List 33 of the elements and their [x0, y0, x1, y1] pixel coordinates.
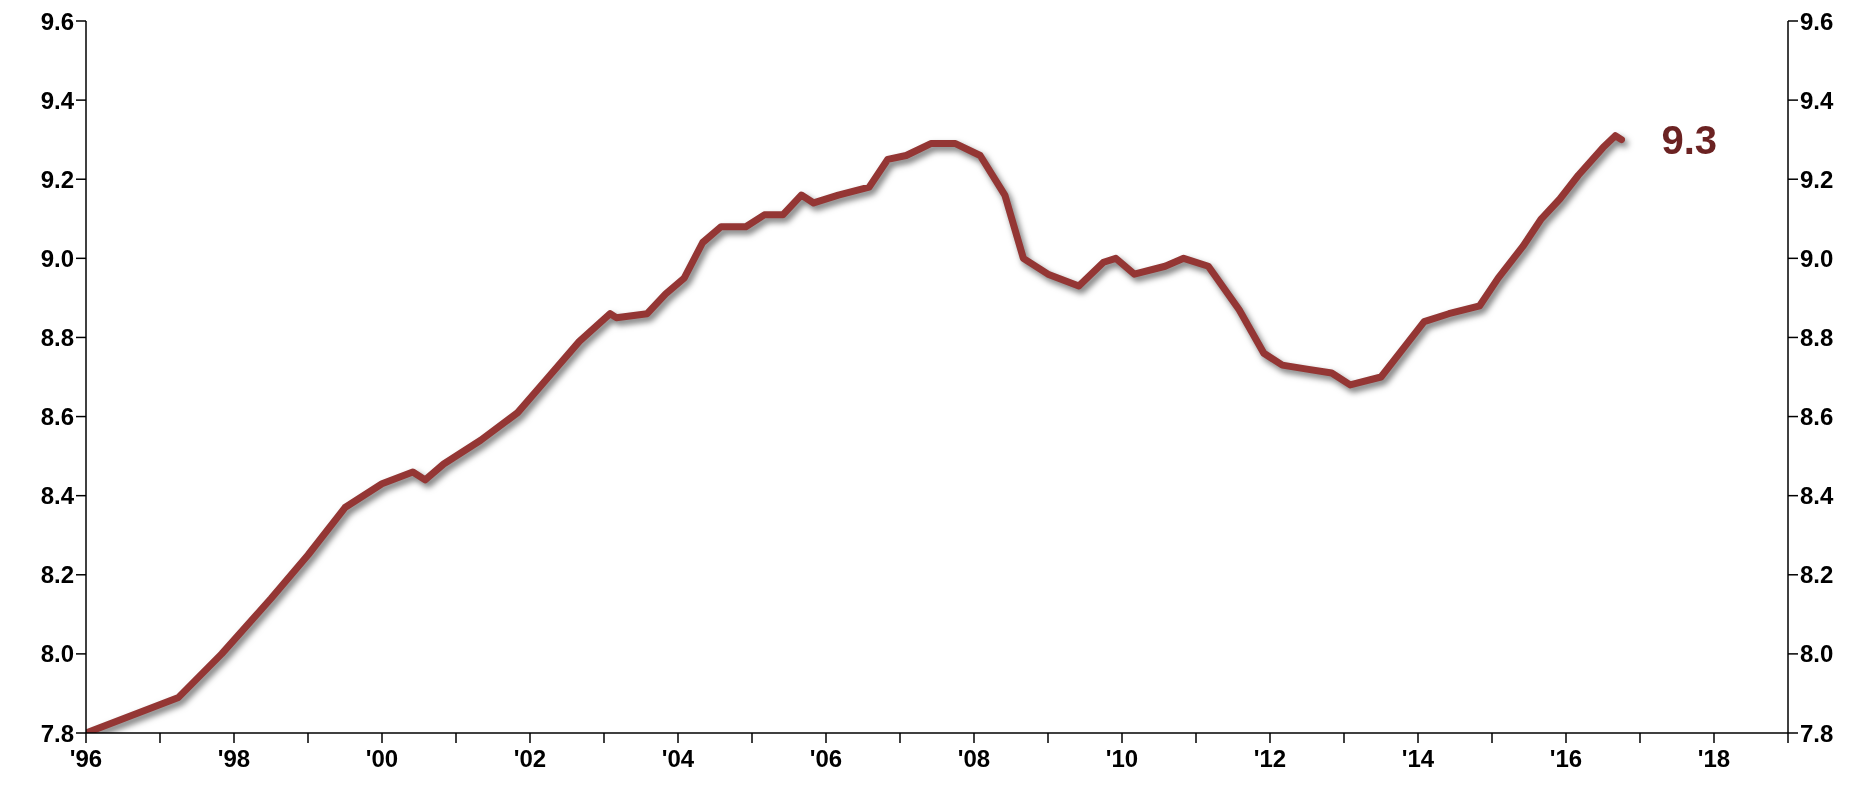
y2-tick-label: 7.8 — [1800, 719, 1834, 747]
y-tick-label: 8.2 — [40, 561, 74, 589]
x-tick-label: '18 — [1697, 745, 1731, 772]
y-tick-label: 9.0 — [40, 244, 74, 272]
y2-tick-label: 8.6 — [1800, 403, 1834, 431]
y2-tick-label: 8.8 — [1800, 323, 1834, 351]
y2-tick-label: 9.0 — [1800, 244, 1834, 272]
y2-tick-label: 8.4 — [1800, 482, 1835, 510]
x-tick-label: '10 — [1105, 745, 1139, 772]
x-tick-label: '04 — [661, 745, 695, 772]
x-tick-label: '16 — [1549, 745, 1583, 772]
annotation: 9.3 — [1661, 117, 1718, 162]
y-tick-label: 7.8 — [40, 719, 74, 747]
y2-tick-label: 9.6 — [1800, 7, 1834, 35]
y2-tick-label: 9.4 — [1800, 86, 1835, 114]
x-tick-label: '96 — [69, 745, 103, 772]
x-tick-label: '08 — [957, 745, 991, 772]
x-tick-label: '14 — [1401, 745, 1435, 772]
y-tick-label: 8.6 — [40, 403, 74, 431]
y2-tick-label: 9.2 — [1800, 165, 1834, 193]
y-tick-label: 8.8 — [40, 323, 74, 351]
y2-tick-label: 8.0 — [1800, 640, 1834, 668]
y-tick-label: 9.2 — [40, 165, 74, 193]
y-tick-label: 9.6 — [40, 7, 74, 35]
x-tick-label: '12 — [1253, 745, 1287, 772]
y-tick-label: 9.4 — [40, 86, 75, 114]
y-tick-label: 8.0 — [40, 640, 74, 668]
x-tick-label: '06 — [809, 745, 843, 772]
x-tick-label: '98 — [217, 745, 251, 772]
x-tick-label: '00 — [365, 745, 399, 772]
y-tick-label: 8.4 — [40, 482, 75, 510]
y2-tick-label: 8.2 — [1800, 561, 1834, 589]
x-tick-label: '02 — [513, 745, 547, 772]
